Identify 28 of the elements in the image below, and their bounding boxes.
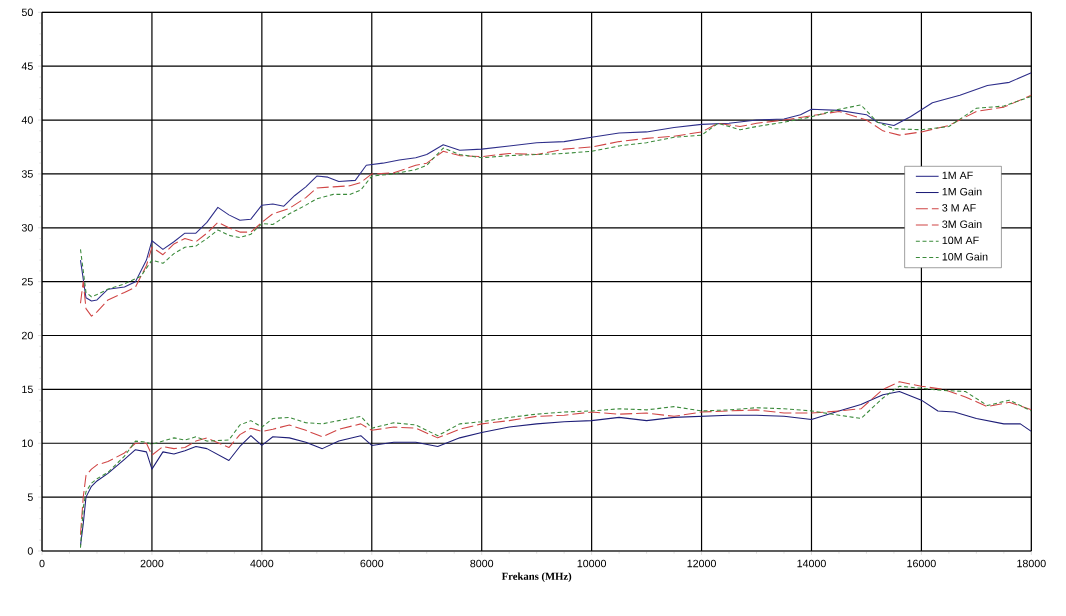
y-tick-label: 25	[21, 277, 33, 286]
legend-label: 3 M AF	[942, 204, 976, 212]
x-tick-label: 10000	[577, 559, 607, 568]
x-tick-label: 12000	[687, 559, 716, 568]
legend-label: 1M Gain	[942, 187, 982, 196]
y-tick-label: 5	[27, 493, 33, 501]
y-tick-label: 45	[21, 62, 33, 70]
legend-label: 3M Gain	[942, 220, 982, 228]
y-tick-label: 20	[21, 331, 33, 340]
y-tick-label: 40	[21, 116, 33, 124]
legend-label: 10M AF	[942, 236, 979, 245]
y-tick-label: 50	[21, 8, 33, 17]
x-tick-label: 6000	[360, 559, 384, 568]
x-tick-label: 14000	[797, 559, 826, 568]
x-tick-label: 0	[39, 559, 45, 568]
y-tick-label: 10	[22, 439, 33, 448]
x-tick-label: 2000	[140, 559, 164, 568]
y-tick-label: 0	[27, 547, 33, 555]
x-tick-label: 16000	[907, 559, 936, 568]
y-tick-label: 35	[21, 170, 33, 178]
y-tick-label: 15	[22, 385, 33, 394]
x-axis-title: Frekans (MHz)	[501, 572, 572, 583]
x-tick-label: 8000	[470, 559, 494, 568]
y-tick-label: 30	[21, 224, 33, 232]
legend-label: 10M Gain	[942, 252, 988, 261]
x-tick-label: 4000	[250, 559, 274, 568]
legend-label: 1M AF	[942, 171, 973, 179]
x-tick-label: 18000	[1017, 559, 1046, 568]
